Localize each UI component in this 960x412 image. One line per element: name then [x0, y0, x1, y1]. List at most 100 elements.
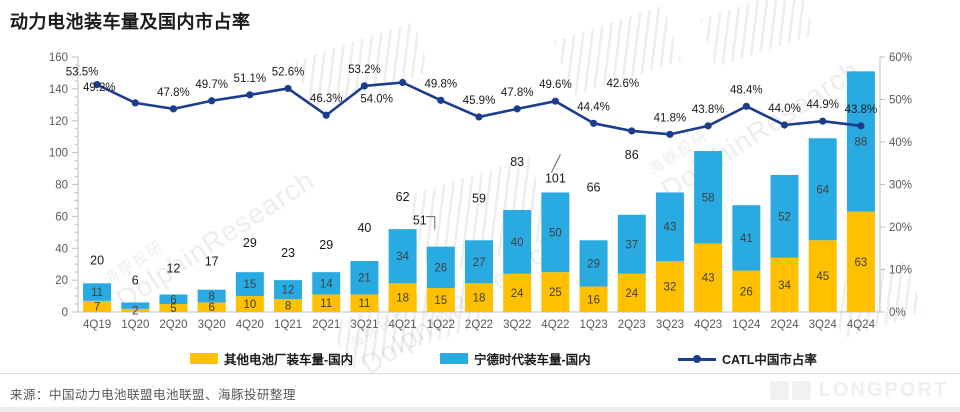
- bar-others: [579, 286, 608, 312]
- bar-others: [121, 308, 150, 312]
- share-point: [360, 82, 369, 90]
- bar-others-label: 25: [549, 287, 562, 299]
- bar-others: [83, 300, 112, 312]
- leader-slash: [550, 154, 561, 173]
- bar-catl: [503, 210, 532, 274]
- bar-catl: [541, 192, 570, 273]
- legend-item: 其他电池厂装车量-国内: [190, 349, 353, 368]
- longport-logo-text: LONGPORT: [818, 379, 948, 401]
- legend-label: CATL中国市占率: [722, 353, 817, 367]
- x-axis-label: 3Q20: [198, 319, 226, 331]
- bar-others: [197, 302, 226, 312]
- share-label: 44.4%: [577, 101, 610, 113]
- share-point: [666, 130, 674, 138]
- bar-others: [732, 270, 761, 312]
- share-label: 53.2%: [348, 64, 381, 76]
- bar-catl: [197, 289, 226, 303]
- right-axis-label: 50%: [889, 95, 912, 107]
- bar-catl-label: 40: [511, 237, 524, 249]
- bar-catl-label: 11: [91, 287, 103, 299]
- share-point: [551, 97, 559, 105]
- bar-total-label: 40: [357, 221, 371, 235]
- bar-catl-label: 88: [855, 136, 868, 148]
- share-label: 41.8%: [654, 112, 687, 124]
- right-axis-label: 20%: [889, 222, 912, 234]
- bar-others: [694, 243, 723, 312]
- legend-label: 宁德时代装车量-国内: [474, 353, 591, 367]
- bar-others: [235, 296, 264, 312]
- bar-catl: [121, 302, 150, 309]
- bar-others-label: 15: [434, 295, 447, 307]
- share-point: [208, 97, 216, 105]
- bar-catl: [465, 240, 493, 284]
- bar-others: [388, 283, 417, 312]
- bar-catl-label: 50: [549, 227, 562, 239]
- share-label: 43.8%: [845, 104, 878, 116]
- share-label: 47.8%: [157, 87, 190, 99]
- bar-others: [503, 273, 532, 312]
- bar-others: [426, 288, 455, 312]
- bar-catl-label: 6: [170, 294, 176, 306]
- bar-catl-label: 34: [396, 251, 409, 263]
- share-point: [93, 81, 101, 89]
- bar-others: [159, 304, 188, 312]
- bar-catl: [388, 229, 417, 284]
- left-axis-label: 120: [49, 116, 68, 128]
- share-label: 44.9%: [806, 99, 839, 111]
- bar-catl: [808, 138, 837, 241]
- share-point: [322, 111, 330, 119]
- bar-others: [617, 273, 646, 312]
- bar-catl-label: 27: [473, 257, 486, 269]
- x-axis-label: 2Q20: [159, 319, 187, 331]
- legend-item: 宁德时代装车量-国内: [440, 349, 591, 368]
- bar-total-label: 20: [90, 253, 104, 267]
- bar-others: [846, 211, 875, 312]
- bar-others-label: 16: [587, 294, 600, 306]
- share-label: 52.6%: [272, 66, 305, 78]
- bar-others: [770, 257, 799, 312]
- bar-catl: [579, 240, 608, 287]
- bar-total-label: 51: [413, 214, 427, 228]
- share-label: 49.6%: [539, 79, 572, 91]
- left-axis-label: 40: [55, 243, 68, 255]
- bar-others-label: 34: [778, 280, 791, 292]
- share-label: 44.0%: [768, 103, 801, 115]
- bar-total-label: 59: [472, 191, 486, 205]
- bar-total-label: 83: [510, 155, 524, 169]
- bar-catl: [732, 205, 761, 271]
- bar-catl-label: 14: [320, 278, 333, 290]
- x-axis-label: 4Q20: [236, 319, 264, 331]
- chart-title: 动力电池装车量及国内市占率: [10, 12, 251, 32]
- bar-total-label: 66: [587, 180, 601, 194]
- bar-others-label: 26: [740, 286, 753, 298]
- bar-others-label: 43: [702, 273, 715, 285]
- share-label: 49.2%: [83, 82, 116, 94]
- bar-catl: [235, 272, 264, 297]
- bar-catl: [274, 280, 303, 300]
- bar-total-label: 29: [319, 238, 333, 252]
- x-axis-label: 4Q21: [389, 319, 417, 331]
- x-axis-label: 3Q23: [656, 319, 684, 331]
- bar-others-label: 5: [170, 303, 176, 315]
- share-point: [857, 122, 865, 130]
- bar-others-label: 45: [816, 271, 829, 283]
- x-axis-label: 2Q24: [770, 319, 799, 331]
- bar-others: [541, 272, 570, 312]
- source-note: 来源：中国动力电池联盟电池联盟、海豚投研整理: [10, 388, 297, 402]
- share-label: 48.4%: [730, 84, 763, 96]
- share-point: [742, 102, 750, 110]
- x-axis-label: 3Q21: [350, 319, 378, 331]
- bar-catl: [159, 294, 188, 305]
- share-label: 51.1%: [234, 73, 267, 85]
- legend: 其他电池厂装车量-国内 宁德时代装车量-国内 CATL中国市占率: [0, 349, 960, 369]
- bar-others-label: 11: [320, 298, 332, 310]
- bar-catl-label: 41: [740, 233, 753, 245]
- share-label: 49.7%: [195, 79, 228, 91]
- legend-line-marker: [678, 353, 716, 364]
- bar-catl-label: 58: [702, 192, 715, 204]
- share-point: [704, 122, 712, 130]
- bar-total-label: 86: [625, 148, 639, 162]
- left-axis-label: 140: [49, 84, 68, 96]
- right-axis-label: 0%: [889, 307, 906, 319]
